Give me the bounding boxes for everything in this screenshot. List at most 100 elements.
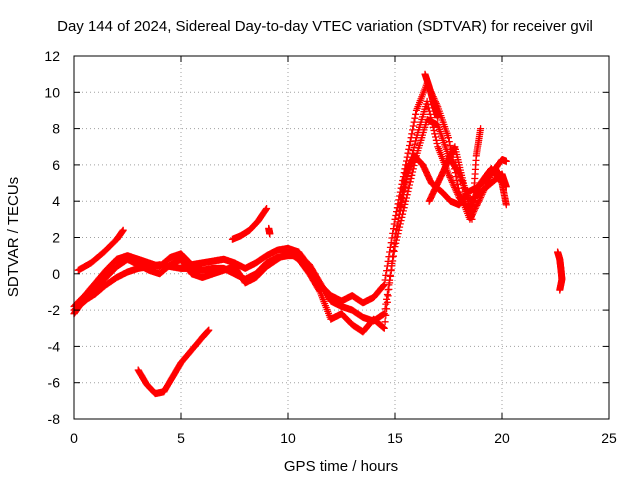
x-tick-labels: 0 5 10 15 20 25	[70, 430, 617, 446]
data-point	[386, 279, 394, 287]
data-point	[425, 107, 433, 115]
data-point	[405, 184, 413, 192]
data-point	[382, 311, 390, 319]
data-point	[427, 114, 435, 122]
data-point	[445, 172, 453, 180]
grid-lines	[74, 56, 609, 419]
data-point	[432, 136, 440, 144]
axis-ticks	[73, 55, 610, 420]
data-point	[380, 324, 387, 332]
y-tick-label: -2	[48, 302, 61, 318]
x-tick-label: 25	[601, 430, 617, 446]
data-point	[409, 122, 417, 130]
data-point	[407, 175, 415, 182]
data-point	[205, 326, 213, 334]
y-axis-label: SDTVAR / TECUs	[5, 177, 22, 297]
data-point	[382, 271, 390, 279]
y-tick-label: 0	[52, 266, 60, 282]
data-point	[406, 178, 414, 186]
y-tick-label: -4	[48, 338, 61, 354]
data-point	[409, 147, 417, 155]
data-point	[451, 184, 459, 191]
data-point	[404, 149, 412, 157]
data-point	[445, 138, 453, 146]
x-axis-label: GPS time / hours	[284, 458, 398, 475]
chart-title: Day 144 of 2024, Sidereal Day-to-day VTE…	[57, 18, 593, 35]
data-point	[390, 247, 397, 254]
data-point	[410, 118, 418, 126]
data-point	[424, 101, 432, 109]
data-point	[390, 225, 397, 233]
data-point	[386, 272, 394, 280]
data-point	[384, 257, 392, 265]
data-point	[409, 126, 417, 134]
data-point	[386, 248, 394, 256]
data-point	[498, 179, 506, 187]
data-point	[383, 267, 391, 275]
y-tick-label: -6	[48, 375, 61, 391]
y-tick-labels: -8 -6 -4 -2 0 2 4 6 8 10 12	[44, 48, 60, 427]
y-tick-label: 10	[44, 84, 60, 100]
data-point	[452, 173, 460, 181]
data-point	[395, 214, 403, 222]
data-point	[384, 292, 392, 300]
data-point	[406, 181, 413, 189]
data-point	[426, 110, 434, 118]
data-point	[387, 266, 395, 274]
data-point	[394, 218, 402, 226]
data-point	[412, 137, 420, 145]
data-point	[431, 130, 439, 138]
data-point	[266, 230, 274, 238]
data-point	[406, 142, 413, 149]
data-point	[451, 165, 459, 173]
data-point	[386, 243, 394, 251]
data-point	[381, 276, 389, 284]
y-tick-label: 2	[52, 230, 60, 246]
data-point	[428, 117, 436, 125]
data-point	[393, 222, 401, 230]
data-point	[380, 310, 388, 318]
data-point	[385, 285, 393, 293]
data-point	[391, 234, 399, 241]
data-point	[383, 298, 391, 306]
data-point	[380, 281, 388, 289]
x-tick-label: 0	[70, 430, 78, 446]
y-tick-label: -8	[48, 411, 61, 427]
x-tick-label: 5	[177, 430, 185, 446]
y-tick-label: 12	[44, 48, 60, 64]
x-tick-label: 10	[280, 430, 296, 446]
x-tick-label: 15	[387, 430, 403, 446]
data-point	[429, 120, 436, 128]
data-point	[434, 114, 442, 122]
data-point	[263, 205, 271, 212]
data-point	[408, 171, 416, 179]
data-point	[315, 287, 323, 295]
data-point	[389, 253, 397, 261]
data-points	[70, 70, 566, 398]
data-point	[380, 324, 388, 332]
y-tick-label: 8	[52, 121, 60, 137]
data-point	[433, 140, 441, 147]
y-tick-label: 4	[52, 193, 60, 209]
data-point	[430, 127, 438, 134]
data-point	[411, 114, 419, 122]
data-point	[502, 201, 510, 209]
data-point	[387, 239, 395, 247]
data-point	[392, 230, 400, 238]
data-point	[119, 226, 127, 234]
x-tick-label: 20	[494, 430, 510, 446]
data-point	[410, 143, 418, 151]
data-point	[477, 125, 485, 133]
data-point	[383, 295, 391, 303]
y-tick-label: 6	[52, 157, 60, 173]
data-point	[446, 142, 454, 149]
data-point	[388, 259, 396, 267]
data-point	[408, 130, 416, 138]
data-point	[381, 318, 389, 326]
data-point	[411, 140, 419, 148]
data-point	[502, 157, 510, 165]
data-point	[393, 226, 400, 234]
data-point	[432, 133, 439, 141]
data-point	[380, 282, 387, 290]
data-point	[383, 291, 391, 298]
